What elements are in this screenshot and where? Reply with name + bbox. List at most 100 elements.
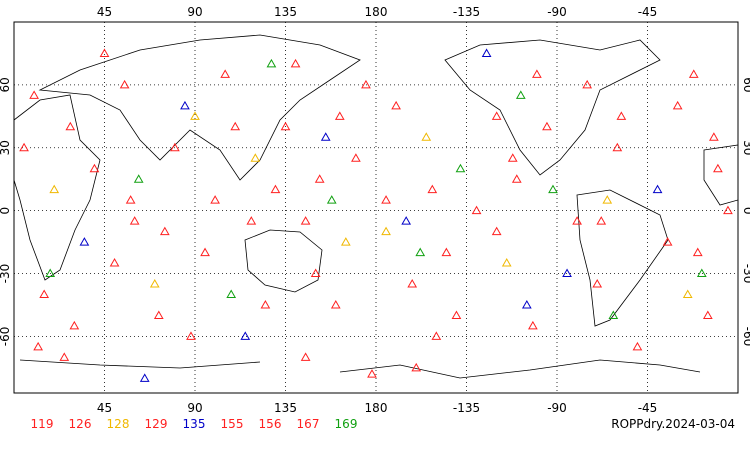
observation-marker xyxy=(682,289,693,298)
observation-marker xyxy=(139,373,150,382)
observation-marker xyxy=(351,153,361,162)
observation-marker xyxy=(45,268,56,278)
observation-marker xyxy=(481,48,492,57)
observation-marker xyxy=(39,289,50,298)
y-tick-label: 0 xyxy=(0,207,12,215)
observation-marker xyxy=(652,184,663,194)
observation-marker xyxy=(542,121,552,131)
observation-marker xyxy=(186,331,196,340)
observation-marker xyxy=(320,132,331,141)
observation-marker xyxy=(612,142,623,152)
x-tick-label: -135 xyxy=(453,5,480,19)
observation-marker xyxy=(528,320,538,330)
observation-marker xyxy=(491,226,502,236)
observation-marker xyxy=(200,247,210,257)
observation-marker xyxy=(688,69,699,78)
observation-marker xyxy=(109,258,120,267)
observation-marker xyxy=(334,111,345,120)
observation-marker xyxy=(190,111,200,120)
observation-marker xyxy=(226,289,237,298)
legend-entry: 128 xyxy=(107,417,130,431)
legend-entry: 135 xyxy=(183,417,206,431)
observation-marker xyxy=(119,79,130,89)
observation-marker xyxy=(153,310,164,319)
observation-marker xyxy=(582,79,593,89)
observation-marker xyxy=(340,237,351,246)
observation-marker xyxy=(471,205,482,215)
y-tick-label: 30 xyxy=(741,140,750,155)
observation-marker xyxy=(290,58,301,68)
y-tick-label: 60 xyxy=(741,77,750,92)
x-tick-label: 135 xyxy=(274,401,297,415)
observation-marker xyxy=(572,216,582,225)
observation-marker xyxy=(250,153,261,162)
observation-marker xyxy=(411,362,422,372)
observation-marker xyxy=(310,268,321,278)
observation-marker xyxy=(314,174,325,183)
observation-marker xyxy=(266,58,277,68)
observation-marker xyxy=(260,299,271,309)
observation-marker xyxy=(270,184,281,194)
observation-marker xyxy=(401,216,412,225)
legend-entry: 156 xyxy=(259,417,282,431)
observation-marker xyxy=(99,48,110,57)
observation-marker xyxy=(381,195,391,204)
x-tick-label: 180 xyxy=(365,401,388,415)
y-tick-label: -60 xyxy=(741,327,750,347)
observation-marker xyxy=(381,226,391,236)
observation-marker xyxy=(300,216,311,225)
observation-marker xyxy=(19,142,29,152)
observation-marker xyxy=(59,352,70,361)
observation-marker xyxy=(246,216,257,225)
observation-marker xyxy=(515,90,526,99)
observation-marker xyxy=(455,163,466,173)
observation-marker xyxy=(65,121,76,131)
legend-entry: 155 xyxy=(221,417,244,431)
x-tick-label: -45 xyxy=(638,401,658,415)
legend-entry: 119 xyxy=(31,417,54,431)
observation-marker xyxy=(713,163,723,173)
observation-marker xyxy=(532,69,542,78)
observation-marker xyxy=(240,331,251,340)
y-tick-label: 60 xyxy=(0,77,12,92)
observation-marker xyxy=(592,278,603,288)
observation-marker xyxy=(49,184,60,194)
observation-marker xyxy=(421,132,432,141)
observation-marker xyxy=(521,299,532,309)
y-tick-label: -30 xyxy=(0,264,12,284)
x-tick-label: 90 xyxy=(187,5,202,19)
observation-marker xyxy=(632,341,643,351)
coastlines xyxy=(13,34,739,379)
x-tick-label: 90 xyxy=(187,401,202,415)
observation-marker xyxy=(415,247,426,257)
legend-entry: 169 xyxy=(335,417,358,431)
x-tick-label: -135 xyxy=(453,401,480,415)
observation-marker xyxy=(431,331,442,340)
observation-marker xyxy=(427,184,438,194)
x-tick-label: -90 xyxy=(547,401,567,415)
observation-marker xyxy=(507,153,518,162)
x-tick-label: -45 xyxy=(638,5,658,19)
y-tick-label: 30 xyxy=(0,140,12,155)
observation-marker xyxy=(616,111,627,120)
observation-marker xyxy=(367,369,377,378)
observation-marker xyxy=(562,268,572,278)
observation-marker xyxy=(129,216,140,225)
observation-marker xyxy=(125,195,136,204)
observation-marker xyxy=(723,205,733,215)
observation-marker xyxy=(280,121,291,131)
observation-marker xyxy=(511,174,522,183)
observation-marker xyxy=(210,195,220,204)
observation-marker xyxy=(709,132,719,141)
legend-entry: 129 xyxy=(145,417,168,431)
observation-marker xyxy=(596,216,607,225)
observation-marker xyxy=(501,258,512,267)
x-tick-label: 45 xyxy=(97,5,112,19)
observation-marker xyxy=(220,69,231,78)
observation-marker xyxy=(159,226,170,236)
x-tick-label: 135 xyxy=(274,5,297,19)
x-tick-label: 45 xyxy=(97,401,112,415)
map-frame xyxy=(13,21,739,394)
observation-marker xyxy=(608,310,619,319)
